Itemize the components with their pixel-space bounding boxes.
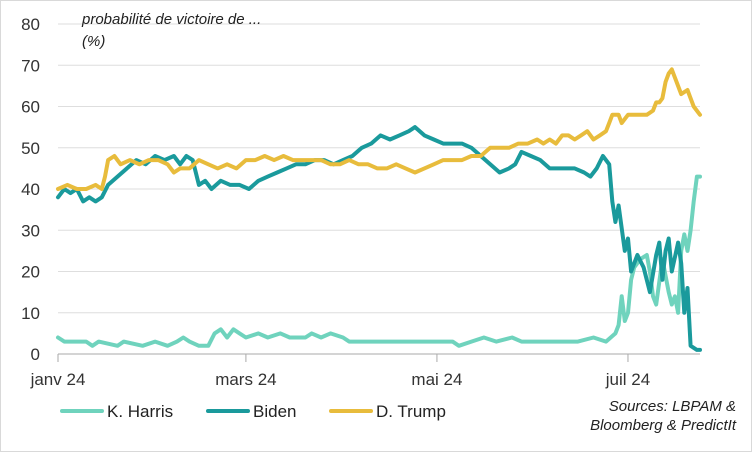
series-line-d-trump (56, 67, 702, 191)
y-tick-label: 60 (21, 98, 40, 117)
legend-label: K. Harris (107, 402, 173, 421)
y-axis-label-line2: (%) (82, 33, 105, 50)
legend: K. Harris Biden D. Trump (60, 402, 446, 421)
y-tick-label: 80 (21, 15, 40, 34)
x-tick-label: janv 24 (30, 370, 86, 389)
series-line-biden (56, 125, 702, 352)
y-tick-label: 40 (21, 180, 40, 199)
y-tick-label: 70 (21, 56, 40, 75)
y-tick-label: 50 (21, 139, 40, 158)
series-lines (56, 67, 702, 352)
x-axis: janv 24 mars 24 mai 24 juil 24 (30, 353, 700, 389)
y-tick-label: 10 (21, 304, 40, 323)
y-axis-label-line1: probabilité de victoire de ... (81, 11, 261, 28)
x-tick-label: mars 24 (215, 370, 276, 389)
y-axis-ticks: 0 10 20 30 40 50 60 70 80 (21, 15, 40, 364)
source-line2: Bloomberg & PredictIt (590, 417, 737, 434)
y-tick-label: 30 (21, 221, 40, 240)
series-line-k-harris (56, 174, 702, 348)
x-tick-label: juil 24 (605, 370, 650, 389)
x-tick-label: mai 24 (411, 370, 462, 389)
y-tick-label: 20 (21, 263, 40, 282)
legend-label: D. Trump (376, 402, 446, 421)
y-tick-label: 0 (31, 345, 40, 364)
gridlines (58, 23, 700, 314)
legend-label: Biden (253, 402, 296, 421)
source-line1: Sources: LBPAM & (609, 398, 736, 415)
